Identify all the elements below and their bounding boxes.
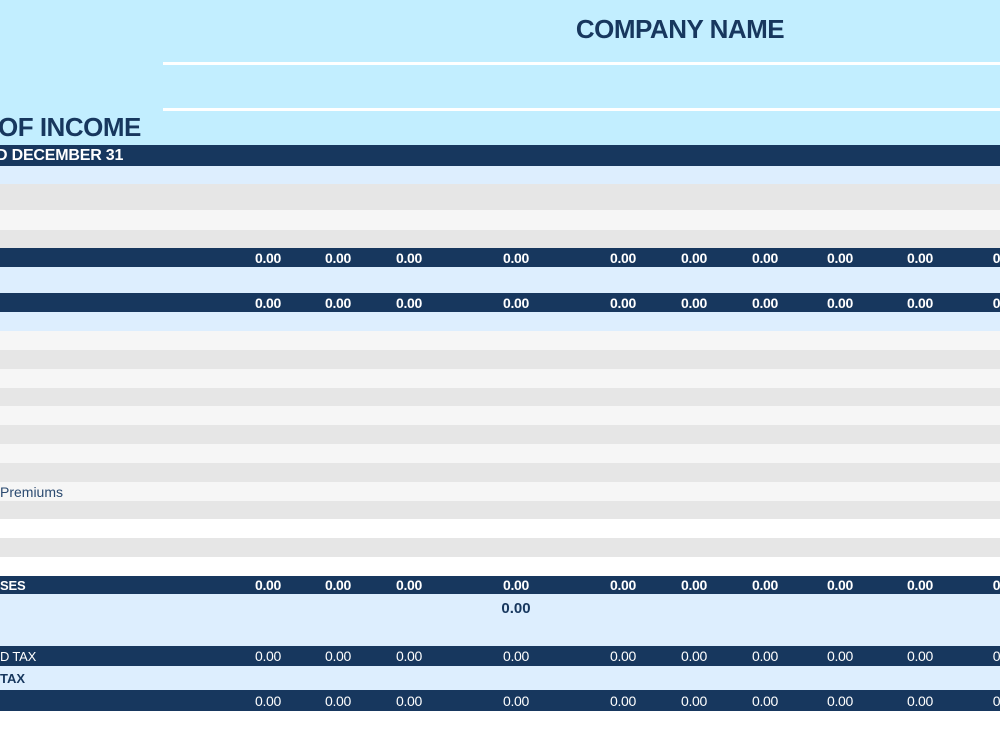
premiums-row[interactable]: Premiums: [0, 482, 1000, 501]
value-cell[interactable]: 0.00: [751, 692, 779, 709]
value-cell[interactable]: 0.00: [502, 249, 530, 266]
value-cell[interactable]: 0.00: [826, 577, 854, 593]
value-cell[interactable]: 0.00: [395, 648, 423, 664]
value-cell[interactable]: 0.00: [254, 577, 282, 593]
row-label: Premiums: [0, 483, 64, 500]
value-cell[interactable]: 0.00: [751, 294, 779, 311]
value-cell[interactable]: 0.00: [254, 692, 282, 709]
total-revenue-row: 0.00 0.00 0.00 0.00 0.00 0.00 0.00 0.00 …: [0, 248, 1000, 267]
value-cell[interactable]: 0.00: [395, 294, 423, 311]
value-cell[interactable]: 0.00: [395, 692, 423, 709]
value-cell[interactable]: 0.00: [324, 577, 352, 593]
header-divider-bottom: [163, 108, 1000, 111]
line-item-row[interactable]: [0, 444, 1000, 463]
value-cell[interactable]: 0.00: [609, 692, 637, 709]
line-item-row[interactable]: [0, 388, 1000, 406]
value-cell[interactable]: 0.00: [680, 692, 708, 709]
value-cell[interactable]: 0.00: [826, 648, 854, 664]
value-cell[interactable]: 0.00: [254, 249, 282, 266]
line-item-row[interactable]: [0, 463, 1000, 482]
value-cell[interactable]: 0.00: [254, 294, 282, 311]
line-item-row[interactable]: [0, 501, 1000, 519]
value-cell[interactable]: 0.00: [502, 577, 530, 593]
value-cell[interactable]: 0.00: [680, 249, 708, 266]
section-spacer-row: [0, 166, 1000, 184]
line-item-row[interactable]: [0, 406, 1000, 425]
statement-title[interactable]: OF INCOME: [0, 112, 141, 142]
period-row: D DECEMBER 31: [0, 145, 1000, 166]
income-tax-row[interactable]: TAX: [0, 666, 1000, 690]
value-cell[interactable]: 0.00: [826, 294, 854, 311]
value-cell[interactable]: 0.00: [324, 294, 352, 311]
value-cell[interactable]: 0.00: [826, 692, 854, 709]
section-spacer-row: [0, 312, 1000, 331]
company-name[interactable]: COMPANY NAME: [575, 14, 785, 44]
operating-income-row: 0.00: [0, 594, 1000, 646]
header-divider-top: [163, 62, 1000, 65]
value-cell[interactable]: 0.00: [906, 648, 934, 664]
operating-income-value[interactable]: 0.00: [501, 600, 531, 617]
line-item-row[interactable]: [0, 184, 1000, 210]
value-cell[interactable]: 0.00: [751, 648, 779, 664]
value-cell[interactable]: 0.00: [751, 249, 779, 266]
value-cell[interactable]: 0.00: [680, 648, 708, 664]
value-cell[interactable]: 0.00: [609, 294, 637, 311]
value-cell[interactable]: 0.00: [906, 577, 934, 593]
section-spacer-row: [0, 267, 1000, 293]
gross-profit-row: 0.00 0.00 0.00 0.00 0.00 0.00 0.00 0.00 …: [0, 293, 1000, 312]
value-cell[interactable]: 0.00: [502, 648, 530, 664]
value-cell[interactable]: 0.00: [502, 692, 530, 709]
value-cell[interactable]: 0.00: [395, 577, 423, 593]
value-cell[interactable]: 0.00: [502, 294, 530, 311]
net-income-row: 0.00 0.00 0.00 0.00 0.00 0.00 0.00 0.00 …: [0, 690, 1000, 711]
value-cell[interactable]: 0.00: [609, 648, 637, 664]
value-cell[interactable]: 0.00: [906, 692, 934, 709]
header-band: [0, 0, 1000, 145]
value-cell[interactable]: 0.00: [324, 249, 352, 266]
value-cell[interactable]: 0.0: [992, 577, 1000, 593]
income-before-tax-row: D TAX 0.00 0.00 0.00 0.00 0.00 0.00 0.00…: [0, 646, 1000, 666]
row-label: SES: [0, 577, 26, 593]
line-item-row[interactable]: [0, 519, 1000, 538]
row-label: D TAX: [0, 648, 37, 664]
value-cell[interactable]: 0.00: [324, 692, 352, 709]
total-expenses-row: SES 0.00 0.00 0.00 0.00 0.00 0.00 0.00 0…: [0, 576, 1000, 594]
line-item-row[interactable]: [0, 331, 1000, 350]
value-cell[interactable]: 0.00: [826, 249, 854, 266]
value-cell[interactable]: 0.00: [609, 577, 637, 593]
value-cell[interactable]: 0.0: [992, 648, 1000, 664]
value-cell[interactable]: 0.00: [906, 249, 934, 266]
value-cell[interactable]: 0.00: [906, 294, 934, 311]
value-cell[interactable]: 0.0: [992, 249, 1000, 266]
value-cell[interactable]: 0.00: [680, 577, 708, 593]
line-item-row[interactable]: [0, 210, 1000, 230]
value-cell[interactable]: 0.00: [751, 577, 779, 593]
value-cell[interactable]: 0.00: [680, 294, 708, 311]
value-cell[interactable]: 0.00: [324, 648, 352, 664]
row-label: TAX: [0, 670, 26, 686]
value-cell[interactable]: 0.0: [992, 692, 1000, 709]
line-item-row[interactable]: [0, 425, 1000, 444]
value-cell[interactable]: 0.00: [254, 648, 282, 664]
line-item-row[interactable]: [0, 350, 1000, 369]
value-cell[interactable]: 0.00: [395, 249, 423, 266]
line-item-row[interactable]: [0, 557, 1000, 576]
value-cell[interactable]: 0.0: [992, 294, 1000, 311]
line-item-row[interactable]: [0, 369, 1000, 388]
period-label[interactable]: D DECEMBER 31: [0, 146, 124, 164]
line-item-row[interactable]: [0, 230, 1000, 248]
line-item-row[interactable]: [0, 538, 1000, 557]
value-cell[interactable]: 0.00: [609, 249, 637, 266]
